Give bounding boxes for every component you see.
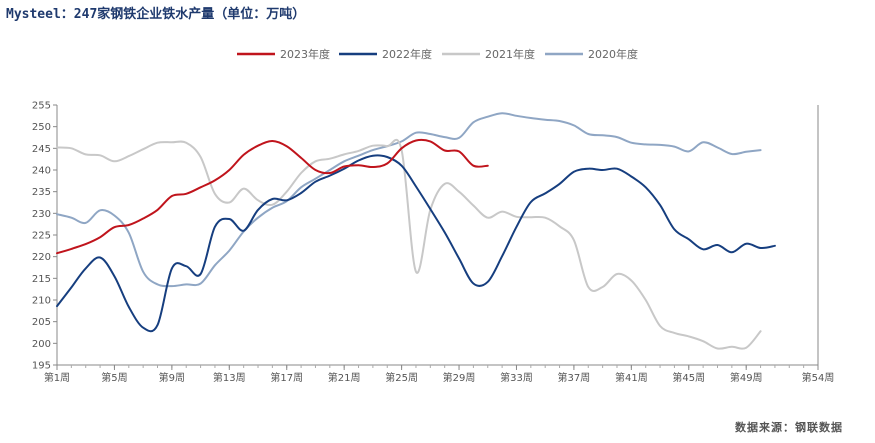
x-tick-label: 第5周 bbox=[101, 371, 127, 384]
data-source-note: 数据来源：钢联数据 bbox=[735, 421, 843, 434]
y-tick-label: 250 bbox=[32, 122, 51, 133]
y-tick-label: 205 bbox=[32, 317, 51, 328]
y-tick-label: 220 bbox=[32, 252, 51, 263]
x-tick-label: 第17周 bbox=[270, 371, 303, 384]
y-tick-label: 230 bbox=[32, 209, 51, 220]
y-tick-label: 245 bbox=[32, 144, 51, 155]
x-tick-label: 第37周 bbox=[558, 371, 591, 384]
axes: 195 200 205 210 215 220 225 230 235 240 245 250 255 第… bbox=[32, 101, 834, 385]
y-tick-label: 195 bbox=[32, 361, 51, 372]
x-tick-label: 第54周 bbox=[802, 371, 835, 384]
legend-label: 2020年度 bbox=[588, 47, 638, 61]
y-tick-label: 200 bbox=[32, 339, 51, 350]
y-tick-label: 255 bbox=[32, 101, 51, 112]
series-line-2022年度 bbox=[56, 154, 776, 333]
x-tick-label: 第9周 bbox=[159, 371, 185, 384]
x-tick-label: 第29周 bbox=[443, 371, 476, 384]
series-line-2021年度 bbox=[56, 138, 762, 350]
y-tick-label: 210 bbox=[32, 296, 51, 307]
chart-title: Mysteel：247家钢铁企业铁水产量（单位：万吨） bbox=[6, 7, 306, 22]
x-tick-label: 第49周 bbox=[730, 371, 763, 384]
legend-label: 2022年度 bbox=[382, 47, 432, 61]
y-tick-label: 225 bbox=[32, 231, 51, 242]
legend-label: 2021年度 bbox=[485, 47, 535, 61]
series-line-2020年度 bbox=[56, 112, 762, 288]
y-tick-label: 235 bbox=[32, 187, 51, 198]
x-tick-label: 第45周 bbox=[672, 371, 705, 384]
x-tick-label: 第1周 bbox=[44, 371, 70, 384]
legend: 2023年度 2022年度 2021年度 2020年度 bbox=[237, 47, 638, 61]
x-tick-label: 第25周 bbox=[385, 371, 418, 384]
series-layer bbox=[56, 112, 776, 350]
legend-label: 2023年度 bbox=[280, 47, 330, 61]
x-tick-label: 第41周 bbox=[615, 371, 648, 384]
series-line-2023年度 bbox=[56, 138, 489, 255]
y-tick-label: 215 bbox=[32, 274, 51, 285]
x-tick-label: 第13周 bbox=[213, 371, 246, 384]
x-tick-label: 第21周 bbox=[328, 371, 361, 384]
y-tick-label: 240 bbox=[32, 166, 51, 177]
x-tick-label: 第33周 bbox=[500, 371, 533, 384]
